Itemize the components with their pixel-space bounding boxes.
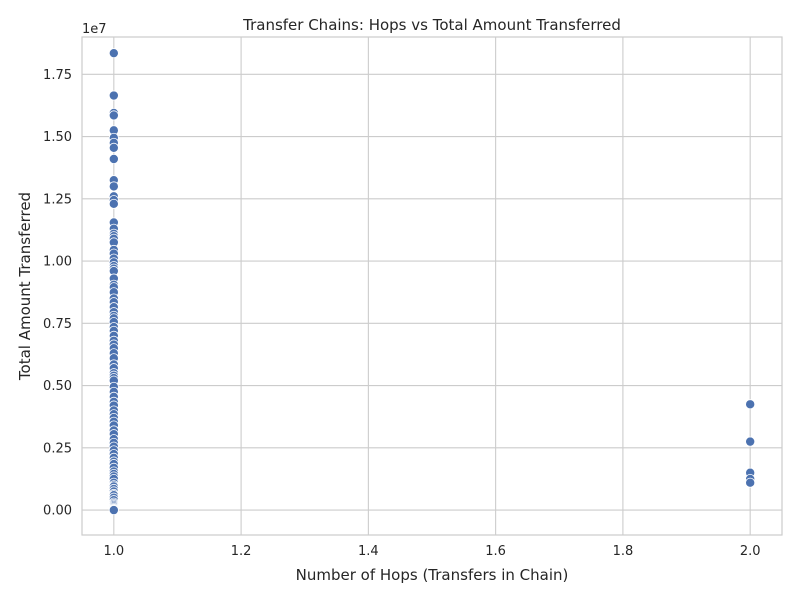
data-point <box>108 110 119 121</box>
y-tick-label: 0.75 <box>43 317 72 332</box>
data-point <box>108 181 119 192</box>
data-point <box>108 505 119 516</box>
plot-frame <box>81 36 783 536</box>
data-point <box>108 154 119 165</box>
x-tick-labels: 1.0 1.2 1.4 1.6 1.8 2.0 <box>103 544 760 559</box>
x-tick-label: 1.6 <box>485 544 506 559</box>
x-tick-label: 1.0 <box>103 544 124 559</box>
x-axis-title: Number of Hops (Transfers in Chain) <box>296 566 569 584</box>
y-tick-label: 1.75 <box>43 68 72 83</box>
y-tick-label: 1.25 <box>43 192 72 207</box>
x-tick-label: 1.2 <box>231 544 252 559</box>
y-tick-label: 0.25 <box>43 441 72 456</box>
y-offset-label: 1e7 <box>82 22 107 37</box>
y-tick-label: 0.50 <box>43 379 72 394</box>
data-point <box>108 48 119 59</box>
data-point <box>745 477 756 488</box>
data-point <box>745 399 756 410</box>
y-axis-title: Total Amount Transferred <box>16 192 34 381</box>
x-tick-label: 1.4 <box>358 544 379 559</box>
y-tick-label: 1.00 <box>43 255 72 270</box>
y-tick-label: 1.50 <box>43 130 72 145</box>
data-point <box>108 90 119 101</box>
chart-title: Transfer Chains: Hops vs Total Amount Tr… <box>242 16 621 34</box>
x-tick-label: 1.8 <box>613 544 634 559</box>
data-point <box>108 142 119 153</box>
x-tick-label: 2.0 <box>740 544 761 559</box>
data-points <box>108 48 756 516</box>
y-tick-labels: 0.00 0.25 0.50 0.75 1.00 1.25 1.50 1.75 <box>43 68 72 519</box>
data-point <box>745 436 756 447</box>
y-tick-label: 0.00 <box>43 504 72 519</box>
data-point <box>108 198 119 209</box>
gridlines <box>82 37 782 535</box>
